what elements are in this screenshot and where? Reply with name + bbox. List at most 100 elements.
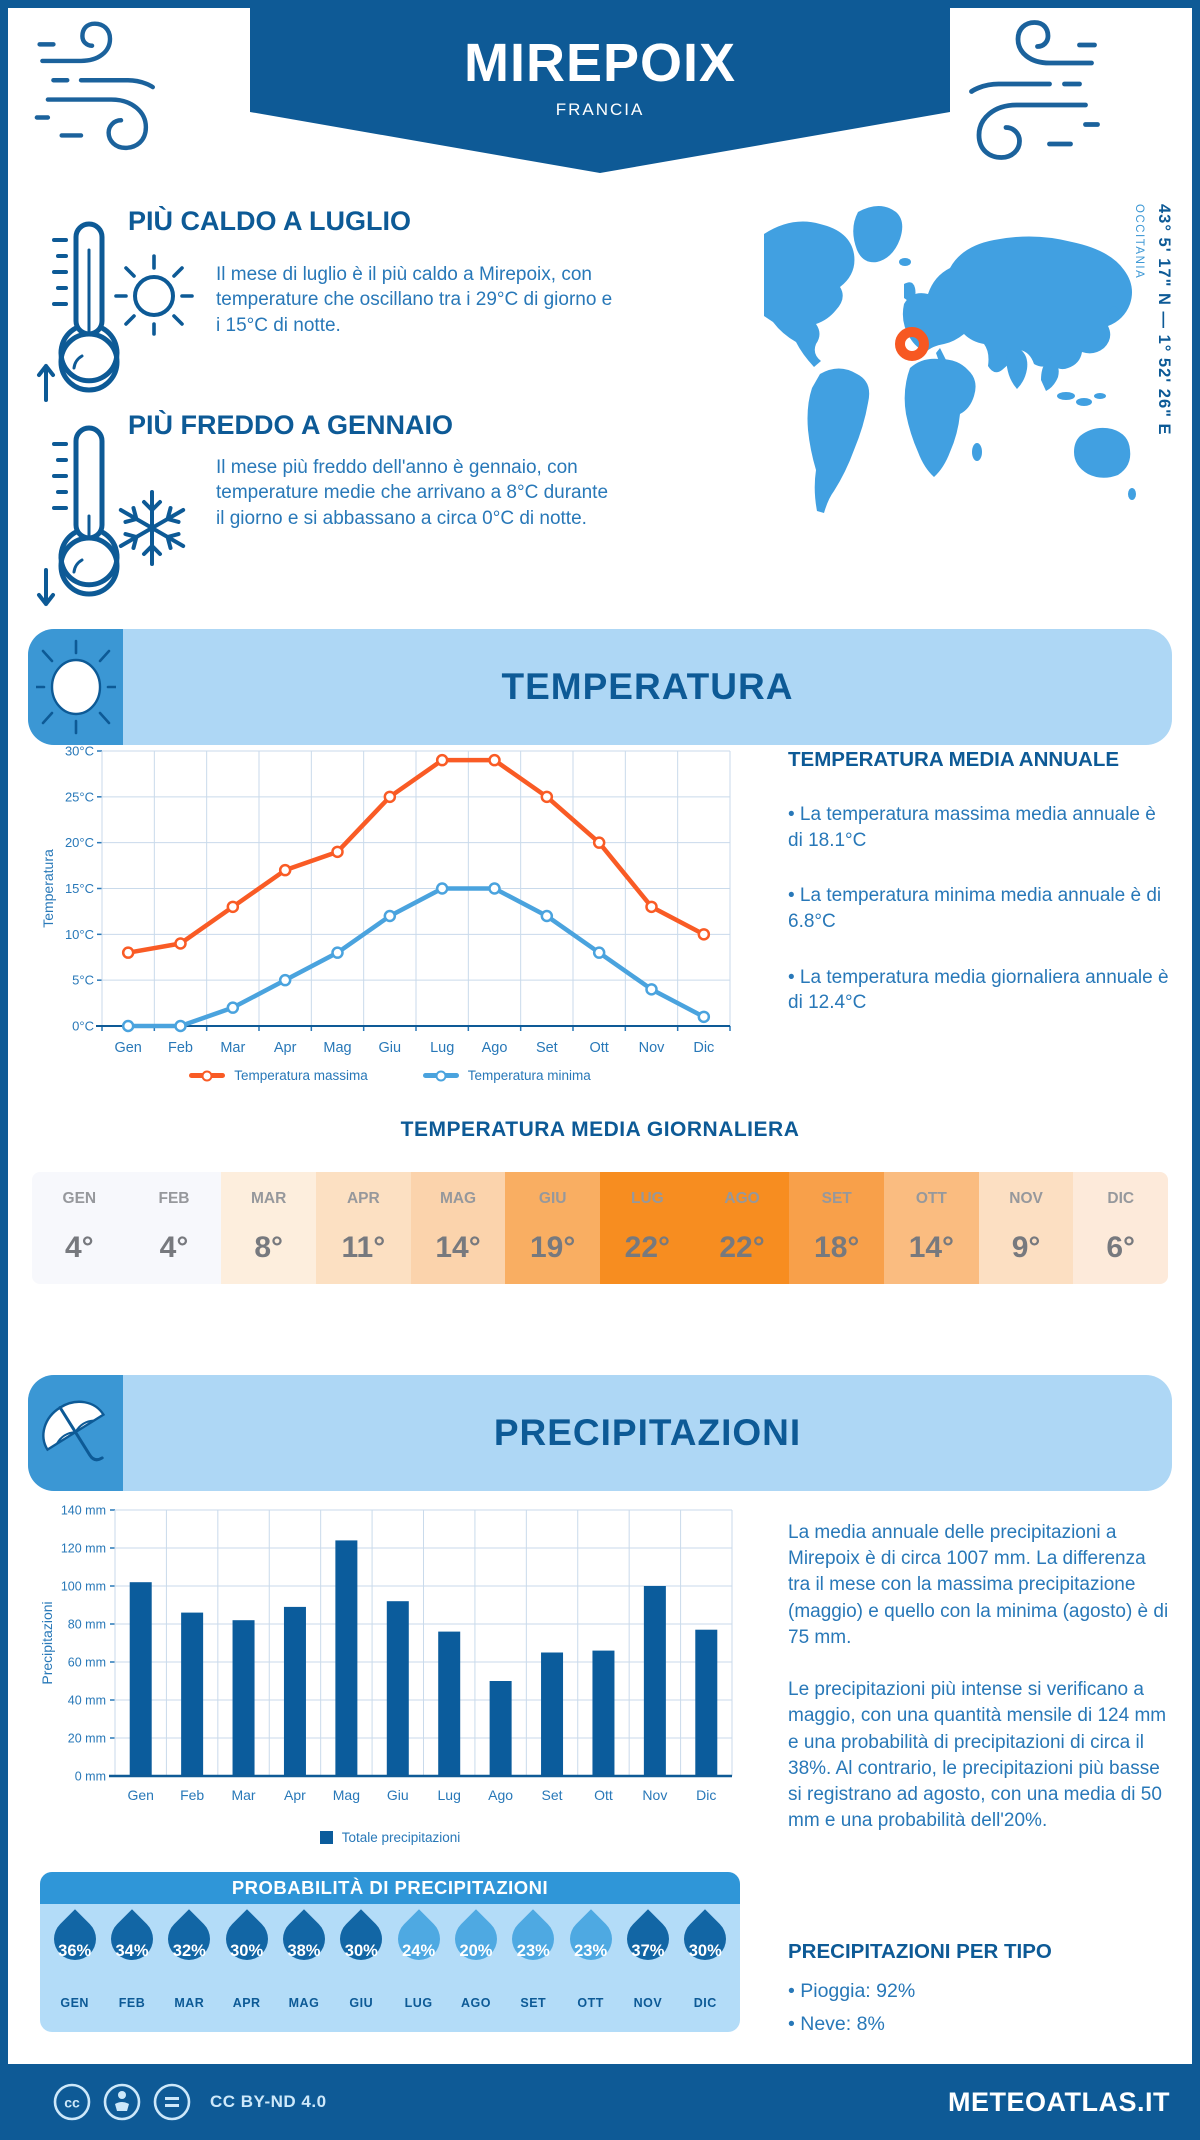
svg-text:Ago: Ago	[488, 1787, 513, 1803]
svg-text:20 mm: 20 mm	[68, 1732, 106, 1746]
attribution-icon	[103, 2083, 141, 2121]
site-name: METEOATLAS.IT	[948, 2086, 1170, 2117]
cold-text: Il mese più freddo dell'anno è gennaio, …	[216, 457, 609, 529]
greenland	[853, 206, 903, 263]
probability-value: 36%	[58, 1942, 92, 1960]
temperature-value: 6°	[1106, 1231, 1136, 1264]
svg-text:Nov: Nov	[639, 1040, 666, 1056]
month-label: MAR	[251, 1190, 287, 1207]
month-label: MAR	[174, 1996, 205, 2010]
svg-text:Lug: Lug	[438, 1787, 461, 1803]
page-subtitle: FRANCIA	[555, 100, 645, 119]
probability-value: 30%	[344, 1942, 378, 1960]
australia	[1074, 427, 1131, 478]
svg-text:Nov: Nov	[642, 1787, 667, 1803]
probability-drop: 37% NOV	[618, 1908, 678, 2024]
sun-badge-icon	[35, 639, 116, 735]
svg-text:Feb: Feb	[168, 1040, 193, 1056]
legend-max-label: Temperatura massima	[234, 1068, 368, 1083]
max-temperature-series	[121, 753, 711, 959]
svg-text:25°C: 25°C	[65, 789, 94, 804]
line-grid: 0°C 5°C 10°C 15°C 20°C 25°C 30°C	[65, 744, 731, 1034]
legend-item-total: Totale precipitazioni	[319, 1830, 460, 1845]
temperature-value: 22°	[719, 1231, 765, 1264]
month-label: APR	[346, 1190, 380, 1207]
svg-text:100 mm: 100 mm	[61, 1580, 106, 1594]
probability-value: 30%	[230, 1942, 264, 1960]
temperature-section-banner: TEMPERATURA	[28, 629, 1172, 745]
svg-text:Set: Set	[542, 1787, 563, 1803]
min-temperature-series	[121, 882, 711, 1033]
page-title: MIREPOIX	[463, 33, 737, 93]
precipitation-text-block: La media annuale delle precipitazioni a …	[788, 1520, 1172, 1860]
snowflake-icon	[118, 490, 186, 566]
india	[1006, 348, 1028, 389]
svg-text:Precipitazioni: Precipitazioni	[40, 1601, 55, 1684]
month-label: GIU	[349, 1996, 374, 2010]
month-label: GEN	[62, 1190, 97, 1207]
thermometer-up-icon	[37, 221, 120, 402]
probability-box: PROBABILITÀ DI PRECIPITAZIONI 36% GEN 34% F…	[40, 1872, 740, 2032]
temperature-value: 4°	[64, 1231, 94, 1264]
svg-text:Apr: Apr	[274, 1040, 297, 1056]
precipitation-paragraph: La media annuale delle precipitazioni a …	[788, 1522, 1169, 1648]
min-line-swatch	[422, 1070, 459, 1081]
page-border-right	[1192, 0, 1200, 2140]
probability-drop: 30% GIU	[331, 1908, 391, 2024]
eurasia	[902, 236, 1132, 373]
svg-text:Apr: Apr	[284, 1787, 306, 1803]
svg-text:10°C: 10°C	[65, 927, 94, 942]
probability-value: 38%	[287, 1942, 321, 1960]
probability-drop: 38% MAG	[274, 1908, 334, 2024]
wind-icon	[34, 21, 155, 151]
probability-drop: 34% FEB	[102, 1908, 162, 2024]
location-marker	[895, 327, 929, 361]
daily-table-title: TEMPERATURA MEDIA GIORNALIERA	[400, 1118, 800, 1141]
svg-text:Giu: Giu	[379, 1040, 402, 1056]
probability-drop: 23% OTT	[560, 1908, 621, 2024]
temperature-value: 4°	[159, 1231, 189, 1264]
month-label: AGO	[724, 1190, 760, 1207]
svg-text:Mar: Mar	[231, 1787, 255, 1803]
svg-text:Dic: Dic	[693, 1040, 714, 1056]
region-label: OCCITANIA	[1133, 204, 1145, 280]
svg-text:Temperatura: Temperatura	[40, 849, 56, 928]
sun-badge	[28, 629, 123, 745]
svg-text:Gen: Gen	[127, 1787, 153, 1803]
svg-text:80 mm: 80 mm	[68, 1618, 106, 1632]
daily-temp-cell: MAG 14°	[410, 1172, 506, 1284]
daily-temp-cell: OTT 14°	[884, 1172, 979, 1284]
probability-value: 32%	[172, 1942, 206, 1960]
svg-text:40 mm: 40 mm	[68, 1694, 106, 1708]
daily-temp-cell: NOV 9°	[978, 1172, 1074, 1284]
umbrella-icon	[41, 1400, 105, 1462]
precipitation-type-title: PRECIPITAZIONI PER TIPO	[788, 1940, 1052, 1963]
precipitation-paragraph: Le precipitazioni più intense si verific…	[788, 1679, 1167, 1832]
probability-value: 24%	[402, 1942, 436, 1960]
wind-icon	[969, 20, 1100, 160]
world-map	[764, 206, 1136, 513]
month-label: SET	[520, 1996, 547, 2010]
svg-text:5°C: 5°C	[72, 973, 94, 988]
legend-item-max: Temperatura massima	[189, 1068, 368, 1083]
daily-temp-cell: MAR 8°	[221, 1172, 317, 1284]
daily-temp-cell: GEN 4°	[32, 1172, 127, 1284]
thermometer-down-icon	[37, 425, 120, 606]
annual-bullet: • La temperatura media giornaliera annua…	[788, 966, 1169, 1014]
temperature-value: 9°	[1011, 1231, 1041, 1264]
svg-text:cc: cc	[64, 2095, 80, 2111]
svg-text:Dic: Dic	[696, 1787, 716, 1803]
temperature-legend: Temperatura massima Temperatura minima	[40, 1068, 740, 1083]
probability-drop: 23% SET	[503, 1908, 563, 2024]
svg-text:30°C: 30°C	[65, 744, 94, 759]
month-label: MAG	[439, 1190, 477, 1207]
precipitation-legend: Totale precipitazioni	[40, 1830, 740, 1845]
umbrella-badge	[28, 1375, 123, 1491]
temperature-value: 19°	[530, 1231, 576, 1264]
month-label: SET	[821, 1190, 852, 1207]
svg-text:Mag: Mag	[323, 1040, 351, 1056]
month-label: FEB	[158, 1190, 190, 1207]
svg-text:15°C: 15°C	[65, 881, 94, 896]
no-derivatives-icon	[153, 2083, 191, 2121]
svg-text:0°C: 0°C	[72, 1019, 94, 1034]
